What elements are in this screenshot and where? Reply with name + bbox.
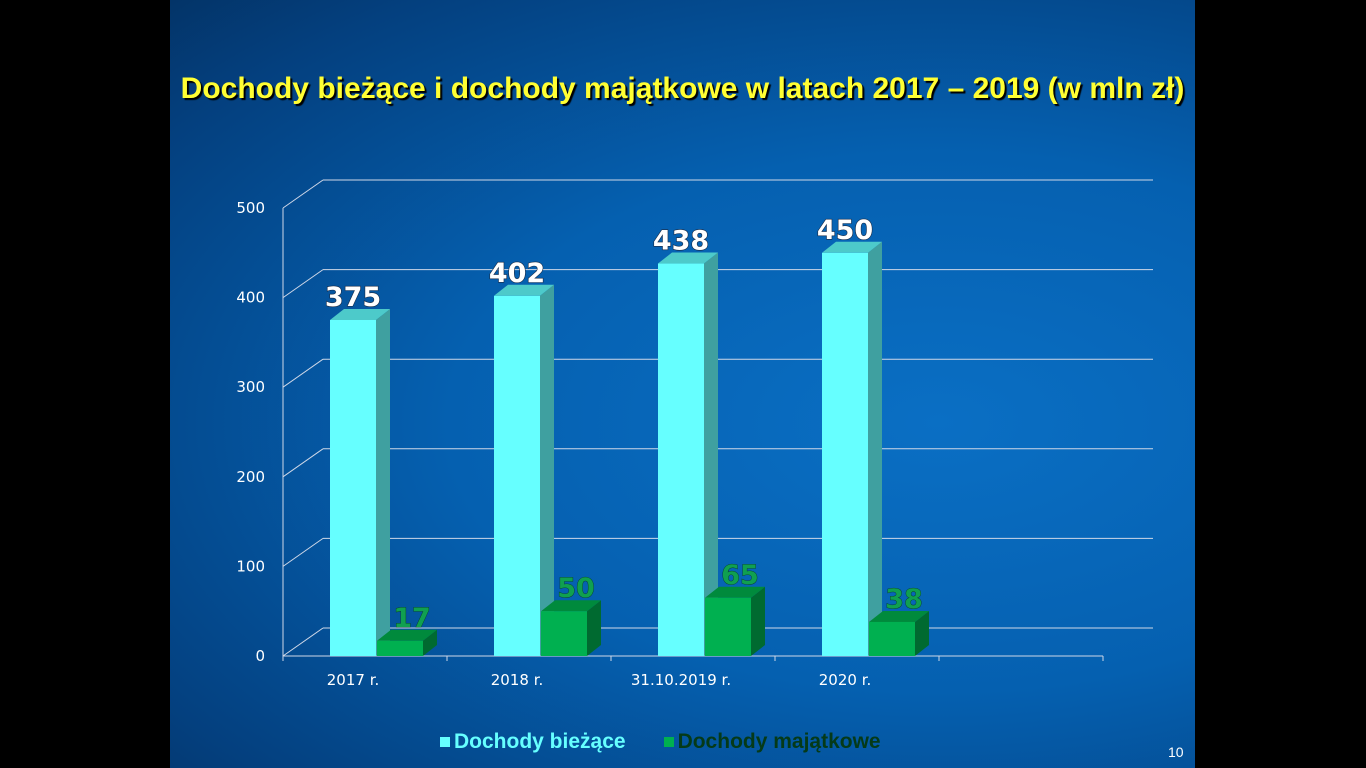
- data-label: 402: [489, 258, 545, 289]
- data-label: 50: [557, 573, 595, 604]
- bar-front: [658, 263, 704, 656]
- x-category-label: 2017 r.: [327, 671, 380, 689]
- y-tick-label: 500: [236, 199, 265, 217]
- legend: Dochody bieżące Dochody majątkowe: [440, 730, 881, 754]
- grid-diagonal: [282, 627, 324, 657]
- y-tick-label: 300: [236, 378, 265, 396]
- bar-dochody-majatkowe: [377, 629, 437, 656]
- bar-side: [376, 309, 390, 656]
- bar-dochody-majatkowe: [541, 600, 601, 656]
- slide: 0 100 200 300 400 500 2017 r. 375 17 2018 r. 402 50…: [170, 0, 1195, 768]
- data-label: 38: [885, 584, 923, 615]
- legend-swatch: [663, 737, 674, 747]
- bar-dochody-biezace: [658, 252, 718, 656]
- grid-diagonal: [282, 358, 324, 388]
- bar-side: [423, 629, 437, 656]
- data-label: 375: [325, 282, 381, 313]
- bar-top: [541, 600, 601, 612]
- y-tick-label: 400: [236, 289, 265, 307]
- legend-swatch: [440, 737, 450, 747]
- bar-side: [704, 252, 718, 656]
- bar-side: [587, 600, 601, 656]
- bar-top: [494, 284, 554, 296]
- bar-side: [868, 241, 882, 657]
- bar-dochody-biezace: [330, 309, 390, 656]
- bar-dochody-biezace: [822, 241, 882, 657]
- grid-diagonal: [282, 269, 324, 299]
- bar-top: [869, 610, 929, 622]
- grid-diagonal: [282, 179, 324, 209]
- bar-side: [751, 586, 765, 656]
- data-label: 65: [721, 560, 759, 591]
- bar-front: [541, 611, 587, 656]
- bar-top: [822, 241, 882, 253]
- bar-dochody-majatkowe: [869, 610, 929, 656]
- bar-side: [540, 284, 554, 656]
- x-category-label: 31.10.2019 r.: [631, 671, 731, 689]
- bar-front: [869, 621, 915, 656]
- legend-item-dochody-majatkowe: Dochody majątkowe: [663, 730, 881, 754]
- x-category-label: 2018 r.: [491, 671, 544, 689]
- bar-side: [915, 610, 929, 656]
- legend-item-dochody-biezace: Dochody bieżące: [440, 730, 626, 754]
- data-label: 17: [393, 603, 431, 634]
- grid-diagonal: [282, 537, 324, 567]
- grid-diagonal: [282, 448, 324, 478]
- y-tick-label: 0: [255, 647, 265, 665]
- bar-top: [330, 309, 390, 320]
- bar-front: [822, 252, 868, 657]
- bar-top: [658, 252, 718, 264]
- bar-top: [377, 629, 437, 641]
- data-label: 438: [653, 226, 709, 257]
- bar-front: [705, 597, 751, 656]
- bar-front: [330, 320, 376, 656]
- legend-label: Dochody majątkowe: [677, 730, 881, 753]
- bar-front: [377, 640, 423, 656]
- bar-chart: 0 100 200 300 400 500 2017 r. 375 17 2018 r. 402 50…: [236, 179, 1153, 689]
- bar-dochody-majatkowe: [705, 586, 765, 656]
- data-label: 450: [817, 215, 873, 246]
- bar-front: [494, 295, 540, 656]
- bar-top: [705, 586, 765, 598]
- bar-dochody-biezace: [494, 284, 554, 656]
- y-tick-label: 200: [236, 468, 265, 486]
- legend-label: Dochody bieżące: [454, 730, 626, 753]
- y-tick-label: 100: [236, 557, 265, 575]
- x-category-label: 2020 r.: [819, 671, 872, 689]
- page-number: 10: [1168, 744, 1184, 760]
- chart-title: Dochody bieżące i dochody majątkowe w la…: [180, 72, 1185, 105]
